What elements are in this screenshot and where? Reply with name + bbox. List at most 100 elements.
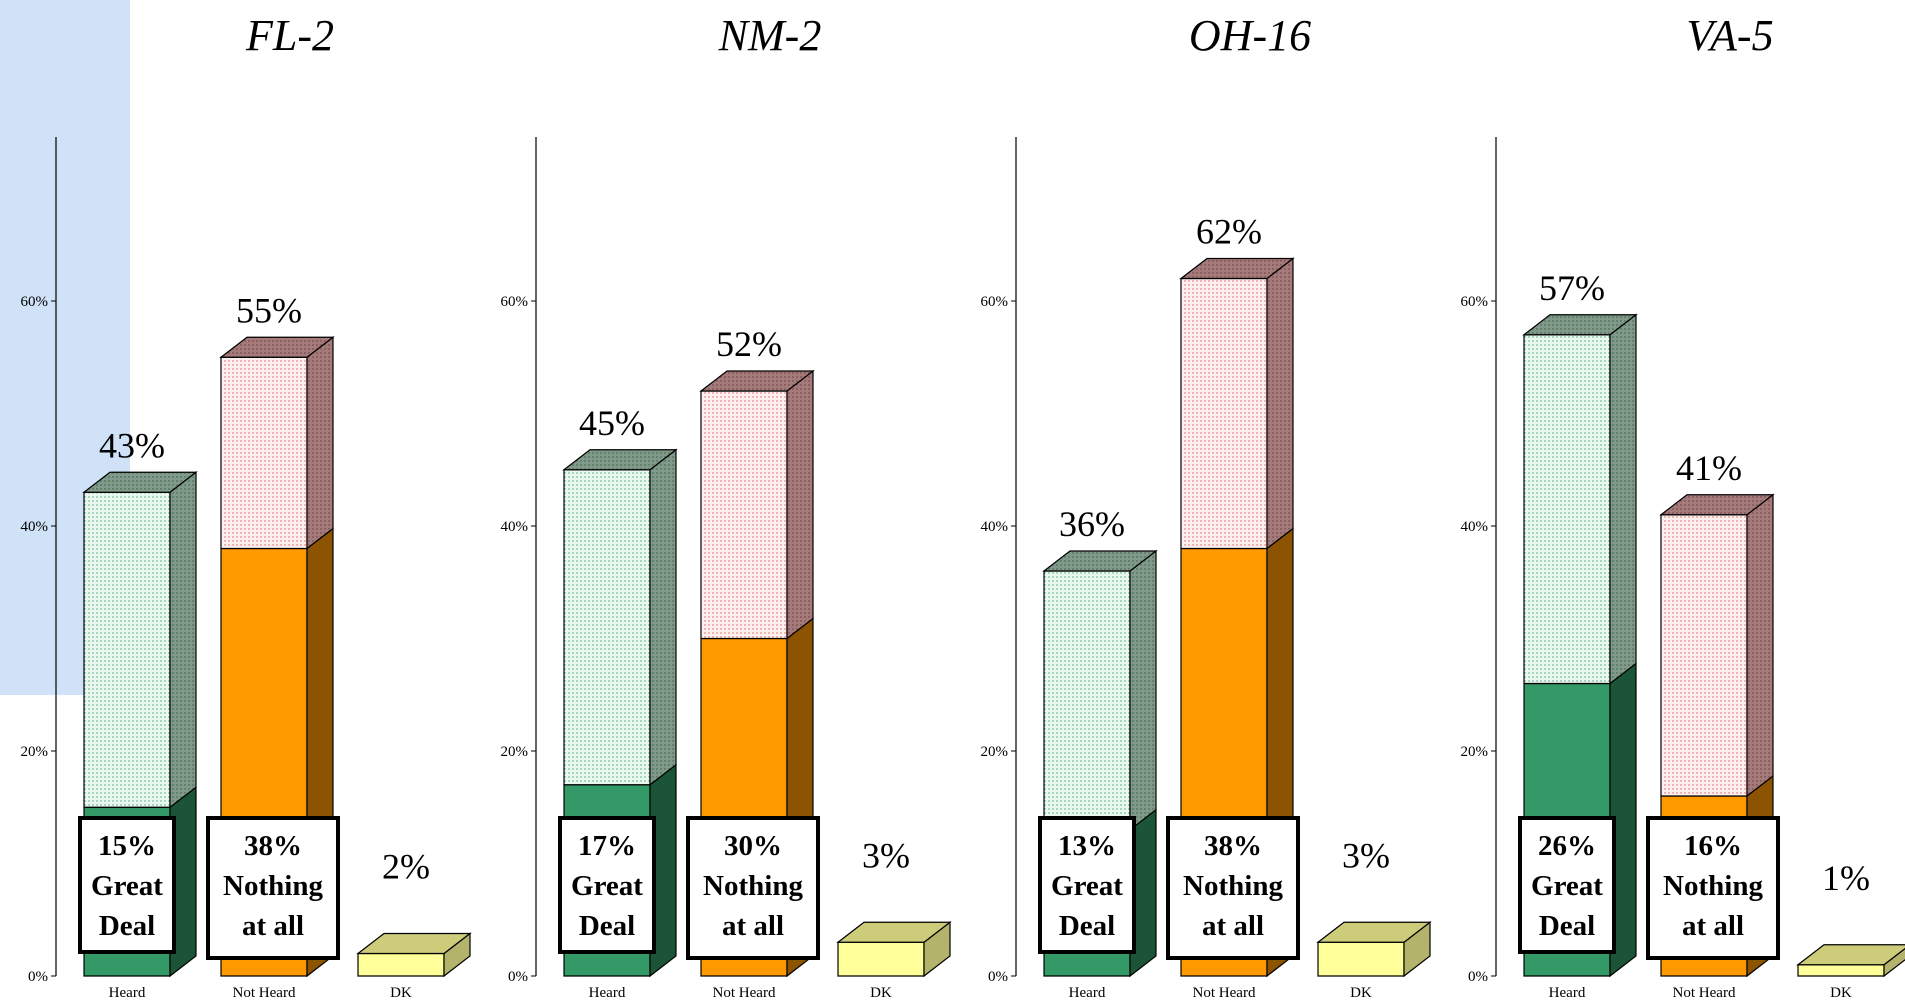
bar-total-segment-side (1129, 549, 1157, 831)
label-line: Deal (99, 910, 155, 942)
y-tick-label: 60% (1461, 294, 1489, 310)
label-line: Great (1051, 870, 1123, 902)
bar-total-segment-top (1179, 257, 1295, 280)
label-line: Nothing (703, 870, 803, 902)
bar-total-segment-front (1523, 334, 1611, 685)
y-tick-label: 0% (1468, 969, 1488, 985)
nothing-at-all-label: 38% Nothing at all (206, 816, 340, 960)
bar-total-segment-side (1266, 257, 1294, 550)
label-line: 30% (724, 830, 782, 862)
bar-total-segment-front (700, 390, 788, 640)
x-tick-label: DK (1830, 985, 1852, 1001)
chart-title: OH-16 (1189, 11, 1311, 60)
great-deal-label: 15% Great Deal (78, 816, 176, 954)
bar-value-label: 2% (382, 847, 430, 887)
bar-dk (356, 932, 472, 978)
x-tick-label: Not Heard (1673, 985, 1736, 1001)
bar-dk-front (357, 952, 445, 977)
y-tick-label: 0% (508, 969, 528, 985)
y-tick-label: 40% (501, 519, 529, 535)
bar-total-segment-side (306, 336, 334, 550)
x-tick-label: DK (390, 985, 412, 1001)
bar-total-segment-top (1522, 314, 1638, 336)
y-tick-label: 0% (28, 969, 48, 985)
bar-total-segment-front (1660, 514, 1748, 797)
bar-total-segment-side (649, 448, 677, 786)
label-line: at all (1682, 910, 1744, 942)
label-line: at all (242, 910, 304, 942)
y-tick-label: 40% (21, 519, 49, 535)
x-tick-label: DK (870, 985, 892, 1001)
bar-total-segment (1179, 257, 1295, 550)
bar-total-segment (1659, 493, 1775, 798)
x-tick-label: Heard (589, 985, 626, 1001)
label-line: 16% (1684, 830, 1742, 862)
bar-total-segment-front (83, 491, 171, 808)
bar-dk-front (1317, 941, 1405, 977)
label-line: at all (1202, 910, 1264, 942)
bar-value-label: 41% (1676, 448, 1742, 488)
label-line: Nothing (1183, 870, 1283, 902)
bar-total-segment-top (562, 449, 678, 471)
bar-value-label: 57% (1539, 268, 1605, 308)
bar-total-segment (699, 369, 815, 640)
label-box (1646, 816, 1780, 960)
y-tick-label: 40% (1461, 519, 1489, 535)
bar-total-segment-top (82, 471, 198, 493)
x-tick-label: Not Heard (233, 985, 296, 1001)
bar-value-label: 43% (99, 425, 165, 465)
label-line: 15% (98, 830, 156, 862)
label-line: at all (722, 910, 784, 942)
label-line: 13% (1058, 830, 1116, 862)
x-tick-label: Heard (109, 985, 146, 1001)
great-deal-label: 17% Great Deal (558, 816, 656, 954)
chart-panel: OH-16 0% 20% 40% 60% 36% Heard 62% Not Heard 3% DK… (981, 11, 1432, 1001)
x-tick-label: Not Heard (1193, 985, 1256, 1001)
bar-value-label: 55% (236, 290, 302, 330)
y-tick-label: 20% (21, 744, 49, 760)
label-line: Great (571, 870, 643, 902)
bar-total-segment-front (1180, 277, 1268, 550)
bar-value-label: 3% (1342, 835, 1390, 875)
bar-value-label: 62% (1196, 212, 1262, 252)
bar-dk (1796, 944, 1905, 978)
label-box (1518, 816, 1616, 954)
bar-total-segment-side (1609, 313, 1637, 685)
x-tick-label: DK (1350, 985, 1372, 1001)
chart-panel: VA-5 0% 20% 40% 60% 57% Heard 41% Not Heard 1% DK 2… (1461, 11, 1905, 1001)
bar-total-segment-front (563, 469, 651, 786)
label-line: 17% (578, 830, 636, 862)
x-tick-label: Heard (1549, 985, 1586, 1001)
x-tick-label: Not Heard (713, 985, 776, 1001)
chart-title: NM-2 (718, 11, 822, 60)
y-tick-label: 20% (981, 744, 1009, 760)
bar-total-segment-front (1043, 570, 1131, 831)
y-tick-label: 60% (21, 294, 49, 310)
bar-dk (1316, 921, 1432, 978)
label-line: 38% (1204, 830, 1262, 862)
bar-dk-top (1796, 944, 1905, 966)
label-line: Nothing (223, 870, 323, 902)
bar-dk-top (836, 921, 952, 943)
y-tick-label: 20% (1461, 744, 1489, 760)
y-tick-label: 20% (501, 744, 529, 760)
label-line: 26% (1538, 830, 1596, 862)
bar-total-segment (219, 336, 335, 550)
bar-dk (836, 921, 952, 978)
bar-dk-front (1797, 964, 1885, 977)
label-line: Great (1531, 870, 1603, 902)
bar-total-segment-top (699, 370, 815, 392)
chart-panel: NM-2 0% 20% 40% 60% 45% Heard 52% Not Heard 3% DK 1… (501, 11, 952, 1001)
bar-total-segment-side (1746, 493, 1774, 798)
bar-value-label: 3% (862, 835, 910, 875)
y-tick-label: 60% (501, 294, 529, 310)
label-line: Deal (1059, 910, 1115, 942)
y-tick-label: 40% (981, 519, 1009, 535)
label-line: Great (91, 870, 163, 902)
bar-total-segment (1522, 313, 1638, 685)
bar-value-label: 36% (1059, 504, 1125, 544)
label-line: 38% (244, 830, 302, 862)
bar-total-segment-top (1042, 550, 1158, 572)
